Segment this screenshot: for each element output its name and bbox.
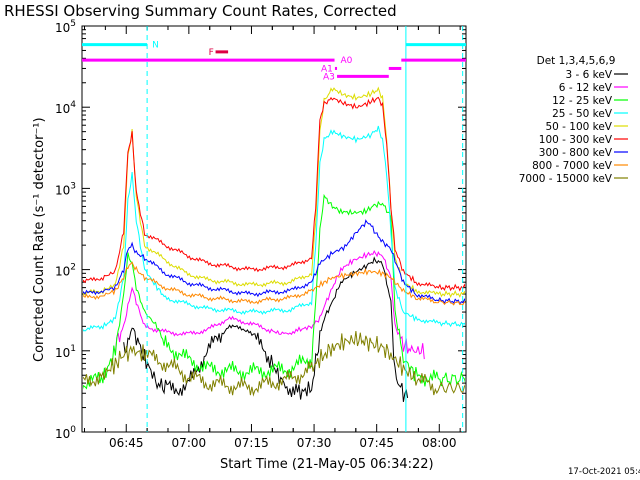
- y-tick-label: 103: [55, 181, 76, 197]
- series-line: [114, 249, 425, 360]
- series-line: [83, 125, 465, 333]
- x-tick-label: 06:45: [109, 436, 144, 450]
- legend-label: 7000 - 15000 keV: [519, 173, 613, 185]
- x-tick-label: 07:00: [172, 436, 207, 450]
- y-tick-exponent: 5: [70, 19, 76, 29]
- legend-header: Det 1,3,4,5,6,9: [537, 55, 616, 67]
- x-tick-label: 08:00: [422, 436, 457, 450]
- chart-title: RHESSI Observing Summary Count Rates, Co…: [4, 2, 397, 20]
- timestamp-label: 17-Oct-2021 05:41: [568, 467, 640, 477]
- y-tick-label: 102: [55, 263, 76, 279]
- y-tick-base: 10: [55, 265, 70, 279]
- series-line: [83, 96, 465, 292]
- legend-label: 25 - 50 keV: [552, 108, 613, 120]
- flag-label: A0: [341, 56, 353, 66]
- y-tick-base: 10: [55, 183, 70, 197]
- legend-label: 300 - 800 keV: [539, 147, 613, 159]
- y-tick-label: 100: [55, 425, 76, 441]
- x-tick-label: 07:15: [234, 436, 269, 450]
- y-tick-exponent: 0: [70, 425, 76, 435]
- series-group: [83, 86, 465, 402]
- y-tick-base: 10: [55, 346, 70, 360]
- x-axis-label: Start Time (21-May-05 06:34:22): [220, 457, 434, 472]
- legend-label: 12 - 25 keV: [552, 95, 613, 107]
- y-tick-base: 10: [55, 427, 70, 441]
- x-tick-label: 07:45: [359, 436, 394, 450]
- flag-label: N: [152, 41, 159, 51]
- y-tick-label: 104: [55, 100, 76, 116]
- y-tick-label: 105: [55, 19, 76, 35]
- series-line: [83, 193, 465, 390]
- flag-label: F: [209, 48, 214, 58]
- y-axis-label: Corrected Count Rate (s⁻¹ detector⁻¹): [32, 117, 47, 362]
- x-tick-label: 07:30: [297, 436, 332, 450]
- plot-frame: [81, 25, 467, 433]
- y-tick-label: 101: [55, 344, 76, 360]
- y-tick-base: 10: [55, 21, 70, 35]
- y-tick-exponent: 3: [70, 181, 76, 191]
- y-tick-base: 10: [55, 102, 70, 116]
- flag-label: A3: [323, 72, 335, 82]
- flag-label: A1: [321, 64, 333, 74]
- legend-label: 100 - 300 keV: [539, 134, 613, 146]
- y-tick-exponent: 4: [70, 100, 76, 110]
- series-line: [83, 330, 465, 397]
- series-line: [83, 219, 465, 305]
- legend-label: 6 - 12 keV: [559, 82, 613, 94]
- y-tick-exponent: 1: [70, 344, 76, 354]
- y-tick-exponent: 2: [70, 263, 76, 273]
- y-axis-label-group: Corrected Count Rate (s⁻¹ detector⁻¹): [32, 117, 47, 362]
- series-line: [83, 261, 465, 306]
- series-line: [123, 256, 409, 402]
- legend-label: 800 - 7000 keV: [532, 160, 613, 172]
- legend-label: 3 - 6 keV: [565, 69, 612, 81]
- legend-label: 50 - 100 keV: [545, 121, 612, 133]
